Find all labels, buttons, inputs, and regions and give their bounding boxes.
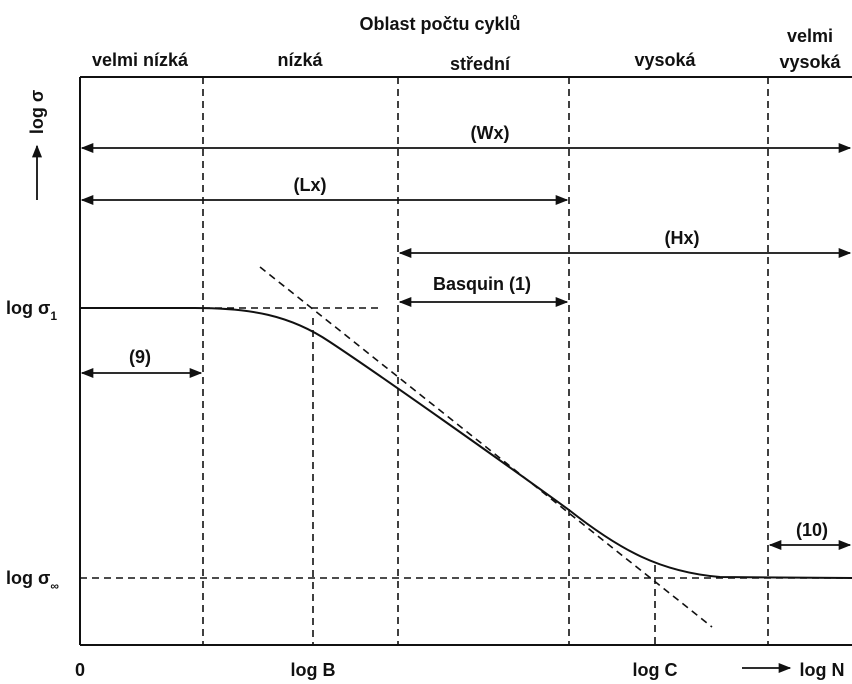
frame: [79, 76, 852, 646]
region-dividers: [80, 77, 852, 645]
x-label: log C: [633, 660, 678, 680]
range-label: (Lx): [294, 175, 327, 195]
range-label: (10): [796, 520, 828, 540]
region-label: vysoká: [779, 52, 841, 72]
tick-main: log σ: [6, 568, 50, 588]
tick-sub: ∞: [50, 579, 59, 593]
range-label: (Wx): [471, 123, 510, 143]
region-label: střední: [450, 54, 511, 74]
range-label: (9): [129, 347, 151, 367]
y-axis-label: log σ: [27, 90, 47, 134]
region-label: velmi nízká: [92, 50, 189, 70]
y-tick-label: log σ∞: [6, 568, 59, 593]
range-label: Basquin (1): [433, 274, 531, 294]
region-label: velmi: [787, 26, 833, 46]
x-label: log B: [291, 660, 336, 680]
range-label: (Hx): [665, 228, 700, 248]
y-tick-label: log σ1: [6, 298, 57, 323]
curve: [80, 307, 852, 579]
tick-main: log σ: [6, 298, 50, 318]
tick-sub: 1: [50, 309, 57, 323]
region-label: vysoká: [634, 50, 696, 70]
x-label: 0: [75, 660, 85, 680]
range-arrows: [31, 142, 852, 674]
x-label: log N: [800, 660, 845, 680]
title: Oblast počtu cyklů: [359, 14, 520, 34]
region-label: nízká: [277, 50, 323, 70]
